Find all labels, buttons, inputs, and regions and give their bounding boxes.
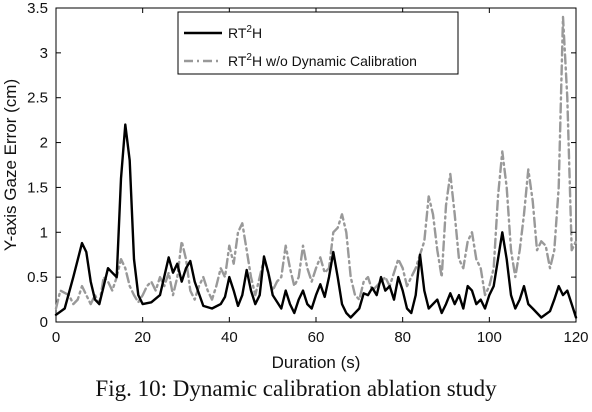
y-tick-label: 2.5 bbox=[27, 90, 48, 107]
x-axis: 0 20 40 60 80 100 120 bbox=[52, 8, 589, 346]
y-tick-label: 0.5 bbox=[27, 269, 48, 286]
legend-box bbox=[177, 11, 459, 75]
y-tick-label: 1.5 bbox=[27, 179, 48, 196]
y-tick-label: 3.5 bbox=[27, 0, 48, 17]
y-tick-label: 3 bbox=[40, 45, 48, 62]
y-tick-label: 1 bbox=[40, 224, 48, 241]
x-tick-label: 60 bbox=[308, 329, 325, 346]
figure-caption: Fig. 10: Dynamic calibration ablation st… bbox=[95, 376, 497, 401]
x-tick-label: 20 bbox=[134, 329, 151, 346]
legend: RT2H RT2H w/o Dynamic Calibration bbox=[177, 11, 459, 75]
x-tick-label: 80 bbox=[394, 329, 411, 346]
y-tick-label: 2 bbox=[40, 135, 48, 152]
y-axis: 0 0.5 1 1.5 2 2.5 3 3.5 bbox=[27, 0, 576, 331]
legend-label-1: RT2H bbox=[228, 24, 262, 41]
x-tick-label: 40 bbox=[221, 329, 238, 346]
x-tick-label: 0 bbox=[52, 329, 60, 346]
legend-label-2: RT2H w/o Dynamic Calibration bbox=[228, 52, 417, 69]
series-layer bbox=[54, 15, 578, 319]
x-tick-label: 100 bbox=[477, 329, 502, 346]
y-tick-label: 0 bbox=[40, 314, 48, 331]
y-axis-title: Y-axis Gaze Error (cm) bbox=[1, 79, 20, 251]
gaze-error-chart: 0 20 40 60 80 100 120 0 0.5 1 1.5 2 2.5 3 3.5 Duratio… bbox=[1, 0, 589, 372]
x-axis-title: Duration (s) bbox=[272, 353, 361, 372]
series-line-1 bbox=[54, 123, 578, 319]
x-tick-label: 120 bbox=[563, 329, 588, 346]
series-line-2 bbox=[54, 15, 578, 310]
